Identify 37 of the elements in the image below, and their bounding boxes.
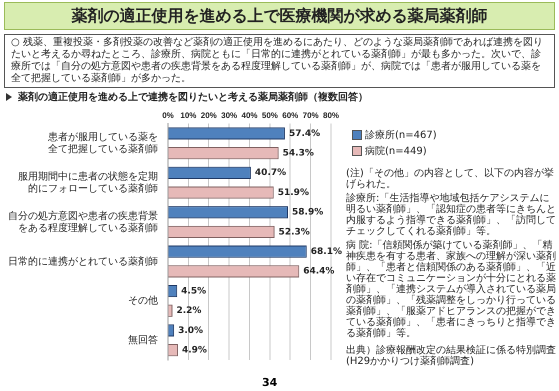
text: (注)「その他」の内容として、以下の内容が挙げられた。	[346, 168, 555, 190]
data-label: 54.3%	[282, 148, 314, 158]
x-tick-label: 50%	[262, 111, 278, 120]
data-label: 51.9%	[278, 188, 309, 198]
y-tick-label: その他	[128, 294, 158, 307]
x-tick-label: 0%	[162, 111, 174, 120]
y-tick-label: 自分の処方意図や患者の疾患背景をある程度理解している薬剤師	[8, 210, 158, 234]
data-label: 68.1%	[310, 246, 342, 257]
data-label: 57.4%	[288, 128, 320, 139]
legend-label: 病院(n=449)	[365, 146, 427, 157]
y-tick-label: 無回答	[128, 334, 158, 346]
source-note: 出典）診療報酬改定の結果検証に係る特別調査(H29かかりつけ薬剤師調査)	[346, 345, 557, 367]
x-tick-label: 20%	[200, 111, 217, 120]
x-tick-label: 60%	[282, 111, 298, 120]
text: 診療所:「生活指導や地域包括ケアシステムに明るい薬剤師」、「認知症の患者等にきちんと内服するよう指導できる薬剤師」、「訪問してチェックしてくれる薬剤師」等。	[346, 193, 557, 237]
data-label: 4.9%	[182, 345, 207, 356]
text: 34	[262, 376, 278, 389]
text: ○ 残薬、重複投薬・多剤投薬の改善など薬剤の適正使用を進めるにあたり、どのような薬局薬剤師であれば連携を図りたいと考えるか尋ねたところ、診療所、病院ともに「日常的に連携がとれている薬剤師」が最も多かった。次いで、診療所では「自分の処方意図や患者の疾患背景をある程度理解している薬剤師」が、病院では「患者が服用している薬を全て把握している薬剤師」が多かった。	[4, 34, 555, 88]
chart-subtitle: 薬剤の適正使用を進める上で連携を図りたいと考える薬局薬剤師（複数回答）	[18, 92, 368, 103]
y-tick-label: 患者が服用している薬を全て把握している薬剤師	[47, 131, 158, 156]
text: 病 院:「信頼関係が築けている薬剤師」、「精神疾患を有する患者、家族への理解が深い薬剤師」、「患者と信頼関係のある薬剤師」、「近い存在でコミュニケーションが十分にとれる薬剤師」、「連携システムが導入されている薬局の薬剤師」、「残薬調整をしっかり行っている薬剤師」、「服薬アドヒアランスの把握ができている薬剤師」、「患者にきっちりと指導できる薬剤師」等。	[346, 240, 556, 339]
data-label: 3.0%	[178, 326, 204, 336]
x-tick-label: 30%	[221, 111, 238, 120]
data-label: 52.3%	[278, 227, 310, 238]
y-tick-label: 日常的に連携がとれている薬剤師	[8, 255, 158, 268]
y-tick-label: 服用期間中に患者の状態を定期的にフォローしている薬剤師	[18, 170, 158, 194]
x-tick-label: 70%	[302, 111, 319, 120]
x-tick-label: 80%	[322, 111, 339, 120]
data-label: 40.7%	[254, 168, 286, 178]
data-label: 64.4%	[303, 266, 334, 277]
data-label: 4.5%	[181, 286, 206, 296]
data-label: 2.2%	[176, 306, 202, 316]
x-tick-label: 10%	[180, 111, 196, 120]
chart-title: 薬剤の適正使用を進める上で医療機関が求める薬局薬剤師	[4, 2, 555, 30]
x-tick-label: 40%	[241, 111, 258, 120]
legend-label: 診療所(n=467)	[365, 130, 437, 141]
data-label: 58.9%	[292, 208, 324, 218]
